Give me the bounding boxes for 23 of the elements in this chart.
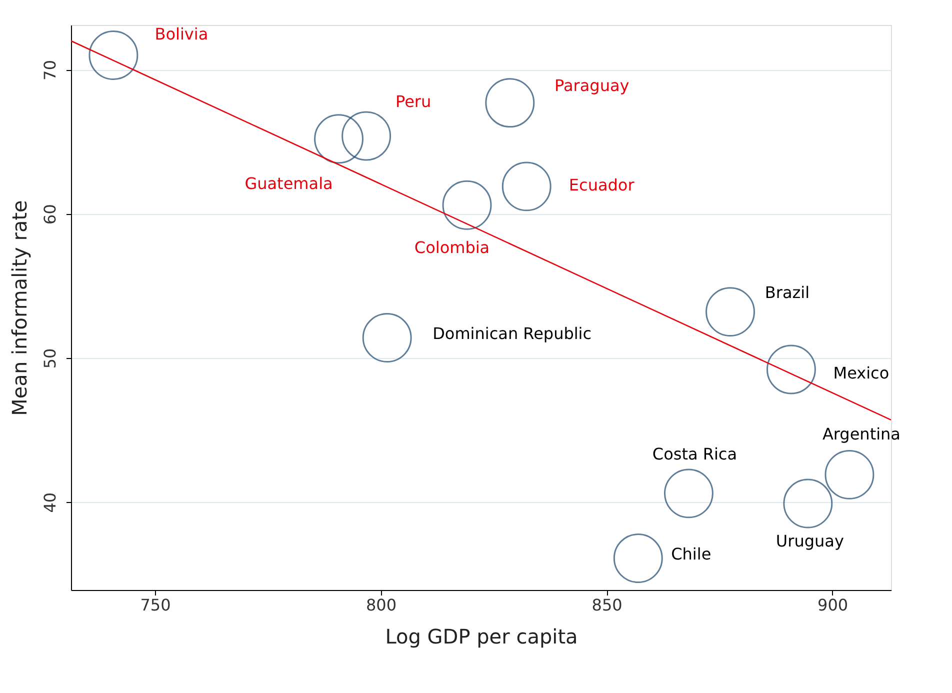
x-tick-label: 800 bbox=[366, 596, 397, 614]
data-label: Argentina bbox=[822, 424, 900, 444]
data-label: Bolivia bbox=[154, 24, 208, 44]
data-label: Guatemala bbox=[244, 174, 333, 193]
y-tick-label: 60 bbox=[40, 204, 60, 224]
y-axis-title: Mean informality rate bbox=[8, 200, 32, 416]
x-axis-title: Log GDP per capita bbox=[385, 624, 578, 648]
data-label: Ecuador bbox=[568, 175, 635, 194]
data-label: Peru bbox=[395, 92, 432, 111]
data-label: Colombia bbox=[414, 238, 490, 258]
x-tick-label: 900 bbox=[818, 596, 848, 614]
x-tick-label: 850 bbox=[592, 596, 622, 614]
data-label: Uruguay bbox=[776, 532, 844, 551]
data-label: Mexico bbox=[833, 363, 890, 382]
data-label: Costa Rica bbox=[652, 444, 738, 464]
y-tick-label: 40 bbox=[40, 492, 60, 513]
y-tick-label: 70 bbox=[40, 60, 60, 80]
data-label: Paraguay bbox=[554, 76, 630, 95]
data-label: Dominican Republic bbox=[432, 324, 592, 343]
x-tick-label: 750 bbox=[140, 596, 171, 614]
data-label: Brazil bbox=[764, 282, 810, 302]
y-tick-label: 50 bbox=[40, 348, 60, 369]
data-label: Chile bbox=[671, 544, 712, 564]
